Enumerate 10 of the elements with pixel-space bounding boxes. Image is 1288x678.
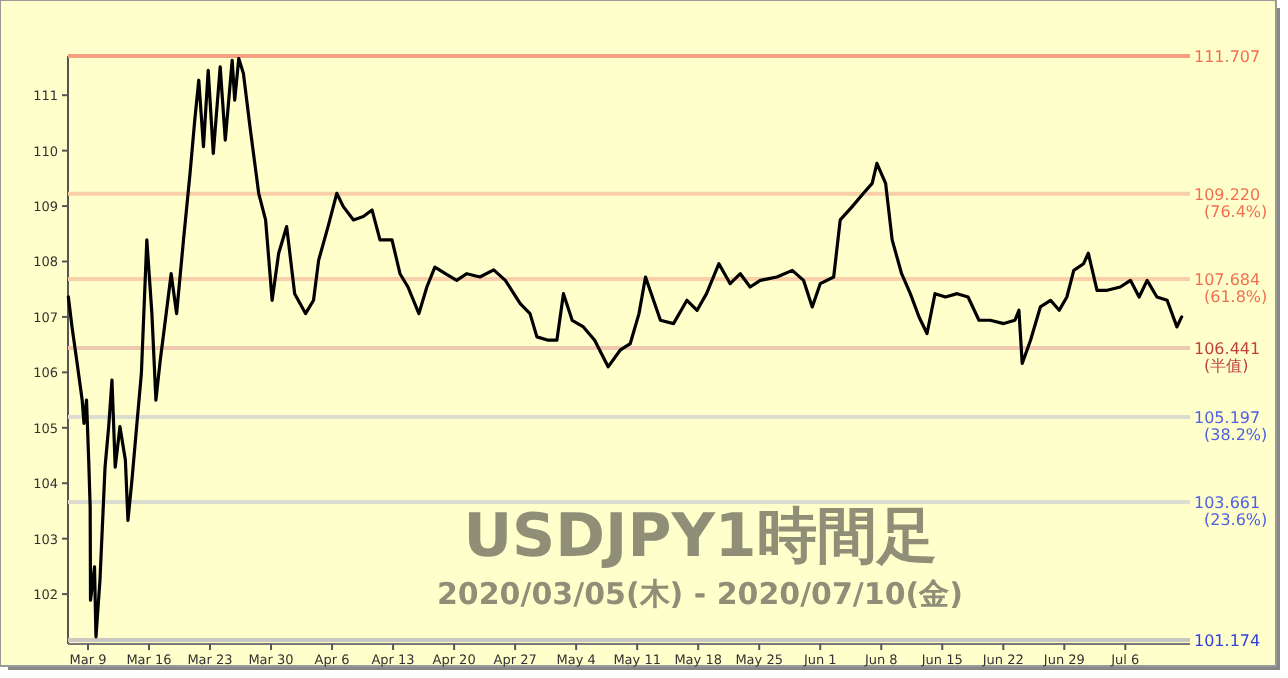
ref-line-label: 106.441 (半值) xyxy=(1194,339,1261,375)
text: 2020/03/05(木) - 2020/07/10(金) xyxy=(437,576,963,612)
ref-line-label: 103.661 (23.6%) xyxy=(1194,494,1268,530)
ref-line-label: 105.197 (38.2%) xyxy=(1194,408,1268,444)
ref-line-label: 101.174 xyxy=(1194,631,1261,650)
ref-line-label: 111.707 xyxy=(1194,48,1261,66)
line-series xyxy=(66,57,1184,639)
ref-line-label: 107.684 (61.8%) xyxy=(1194,271,1268,307)
text: USDJPY1時間足 xyxy=(463,502,937,572)
ref-line-label: 109.220 (76.4%) xyxy=(1194,185,1268,221)
